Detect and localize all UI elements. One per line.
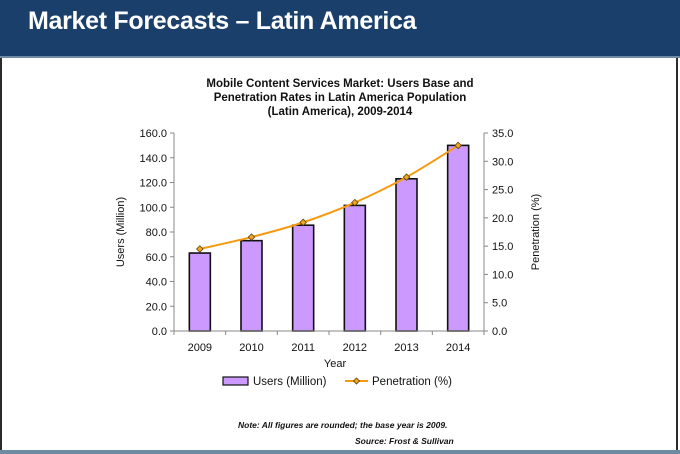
- y-tick-label-right: 0.0: [492, 326, 507, 338]
- axes-group: [170, 132, 488, 335]
- y-tick-label-left: 80.0: [146, 227, 167, 239]
- y-tick-label-right: 25.0: [492, 185, 513, 197]
- y-tick-label-right: 15.0: [492, 241, 513, 253]
- bar-2010: [240, 239, 263, 332]
- penetration-marker-2010: [247, 233, 256, 241]
- y-tick-label-right: 5.0: [492, 298, 507, 310]
- y-tick-label-left: 60.0: [146, 252, 167, 264]
- y-tick-label-right: 30.0: [492, 156, 513, 168]
- y-tick-label-right: 20.0: [492, 213, 513, 225]
- x-tick-label: 2009: [188, 342, 212, 354]
- line-group: [196, 141, 462, 253]
- bar-2014: [446, 144, 470, 332]
- chart-title-line-3: (Latin America), 2009-2014: [267, 106, 413, 118]
- y-tick-label-left: 40.0: [146, 277, 167, 289]
- y-tick-label-left: 100.0: [139, 202, 167, 214]
- x-axis-label: Year: [324, 358, 347, 370]
- chart-title-line-2: Penetration Rates in Latin America Popul…: [213, 92, 467, 104]
- legend-swatch-users: [222, 376, 249, 386]
- y-tick-label-right: 35.0: [492, 128, 513, 140]
- y-tick-label-right: 10.0: [492, 269, 513, 281]
- y-tick-label-left: 160.0: [139, 128, 167, 140]
- y-tick-label-left: 0.0: [152, 326, 167, 338]
- x-tick-label: 2011: [291, 342, 315, 354]
- y-axis-label-left: Users (Million): [115, 197, 127, 267]
- x-tick-label: 2013: [394, 342, 418, 354]
- penetration-marker-2013: [402, 173, 411, 181]
- bar-2009: [188, 252, 212, 332]
- chart-title-line-1: Mobile Content Services Market: Users Ba…: [206, 78, 474, 90]
- chart-note: Note: All figures are rounded; the base …: [238, 420, 448, 430]
- legend-marker-penetration: [352, 377, 361, 385]
- penetration-line: [199, 144, 459, 250]
- penetration-marker-2012: [351, 198, 359, 207]
- slide-header: Market Forecasts – Latin America: [0, 0, 680, 58]
- chart-title: Mobile Content Services Market: Users Ba…: [150, 77, 530, 119]
- y-tick-label-left: 120.0: [139, 178, 167, 190]
- bars-group: [188, 144, 470, 332]
- bar-2013: [395, 177, 418, 332]
- x-tick-label: 2014: [446, 342, 470, 354]
- x-tick-label: 2010: [239, 342, 263, 354]
- penetration-marker-2009: [196, 245, 204, 253]
- bottom-bar: [0, 450, 680, 454]
- penetration-marker-2011: [299, 218, 307, 227]
- y-axis-label-right: Penetration (%): [530, 194, 542, 270]
- bar-2011: [291, 224, 315, 332]
- y-tick-label-left: 140.0: [139, 153, 167, 165]
- legend: Users (Million) Penetration (%): [222, 376, 452, 388]
- slide-title: Market Forecasts – Latin America: [28, 7, 417, 35]
- bar-2012: [343, 204, 367, 332]
- y-tick-label-left: 20.0: [146, 301, 167, 313]
- x-tick-label: 2012: [343, 342, 367, 354]
- penetration-marker-2014: [454, 141, 462, 150]
- chart-source: Source: Frost & Sullivan: [355, 436, 454, 446]
- labels-group: 0.0 20.0 40.0 60.0 80.0 100.0 120.0 140.0 160.0 0…: [115, 128, 542, 370]
- legend-label-penetration: Penetration (%): [372, 376, 452, 388]
- legend-label-users: Users (Million): [253, 376, 327, 388]
